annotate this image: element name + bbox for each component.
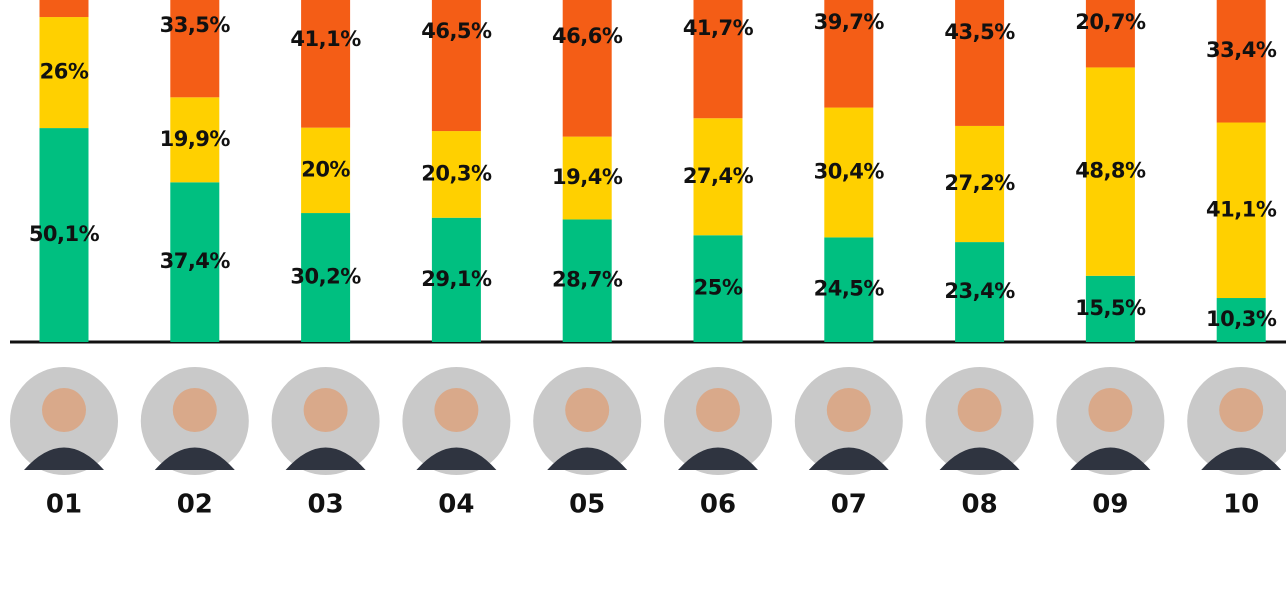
value-label: 46,5% <box>421 19 492 43</box>
value-label: 19,9% <box>160 127 231 151</box>
photo-head <box>565 388 610 432</box>
value-label: 46,6% <box>552 24 623 48</box>
category-label: 07 <box>831 490 867 520</box>
photo-body <box>939 447 1020 470</box>
category-label: 03 <box>308 490 344 520</box>
bar-segment <box>824 107 874 238</box>
bar-segment <box>301 213 351 342</box>
photo-head <box>696 388 740 432</box>
value-label: 39,7% <box>814 10 885 34</box>
value-label: 41,7% <box>683 16 754 40</box>
value-label: 25% <box>694 276 743 300</box>
bar-segment <box>693 235 743 342</box>
value-label: 50,1% <box>29 222 100 246</box>
photo-head <box>957 388 1002 432</box>
category-label: 10 <box>1223 490 1259 520</box>
value-label: 48,8% <box>1075 159 1146 183</box>
value-label: 23,4% <box>944 279 1015 303</box>
photo-head <box>42 388 86 432</box>
bar-segment <box>693 118 743 236</box>
bar-segment <box>1085 0 1135 68</box>
photo-body <box>1070 447 1151 470</box>
bar-segment <box>955 0 1005 126</box>
photo-body <box>678 447 758 470</box>
bar-segment <box>955 125 1005 243</box>
photo-head <box>1088 388 1133 432</box>
bar-segment <box>562 219 612 342</box>
bar-segment <box>170 0 220 98</box>
photo-head <box>1219 388 1264 432</box>
photo-body <box>547 447 628 470</box>
value-label: 10,3% <box>1206 307 1277 331</box>
bar-segment <box>1216 122 1266 299</box>
value-label: 41,1% <box>1206 197 1277 221</box>
value-label: 27,4% <box>683 164 754 188</box>
photo-body <box>416 447 497 470</box>
photo-body <box>154 447 235 470</box>
photo-body <box>808 447 889 470</box>
value-label: 19,4% <box>552 165 623 189</box>
value-label: 33,4% <box>1206 38 1277 62</box>
photo-head <box>172 388 217 432</box>
bar-segment <box>39 128 89 342</box>
value-label: 33,5% <box>160 13 231 37</box>
photo-head <box>434 388 479 432</box>
bar-segment <box>824 237 874 342</box>
photo-head <box>303 388 348 432</box>
photo-body <box>24 447 104 470</box>
bar-segment <box>170 97 220 183</box>
value-label: 20,3% <box>421 161 492 185</box>
value-label: 27,2% <box>944 171 1015 195</box>
category-label: 06 <box>700 490 736 520</box>
bar-segment <box>431 0 481 132</box>
photo-body <box>285 447 366 470</box>
bar-segment <box>301 127 351 214</box>
category-label: 09 <box>1092 490 1128 520</box>
photo-head <box>826 388 871 432</box>
bar-segment <box>301 0 351 128</box>
bar-segment <box>39 17 89 129</box>
value-label: 15,5% <box>1075 296 1146 320</box>
value-label: 24,5% <box>814 277 885 301</box>
category-label: 04 <box>438 490 474 520</box>
bar-segment <box>170 182 220 342</box>
bar-segment <box>693 0 743 119</box>
value-label: 20,7% <box>1075 10 1146 34</box>
category-label: 01 <box>46 490 82 520</box>
photo-body <box>1201 447 1282 470</box>
value-label: 30,2% <box>290 265 361 289</box>
bar-segment <box>562 0 612 137</box>
bar-segment <box>955 242 1005 342</box>
bar-segment <box>824 0 874 108</box>
category-label: 05 <box>569 490 605 520</box>
category-label: 02 <box>177 490 213 520</box>
bar-segment <box>562 136 612 220</box>
bar-segment <box>431 217 481 342</box>
value-label: 43,5% <box>944 20 1015 44</box>
bar-segment <box>1085 275 1135 342</box>
value-label: 41,1% <box>290 27 361 51</box>
bar-segment <box>1216 0 1266 123</box>
bar-segment <box>39 0 89 18</box>
value-label: 26% <box>40 60 89 84</box>
bar-segment <box>1085 67 1135 276</box>
value-label: 20% <box>301 157 350 181</box>
value-label: 28,7% <box>552 268 623 292</box>
value-label: 37,4% <box>160 249 231 273</box>
bar-segment <box>1216 298 1266 342</box>
bar-segment <box>431 131 481 218</box>
value-label: 29,1% <box>421 267 492 291</box>
value-label: 30,4% <box>814 159 885 183</box>
category-label: 08 <box>962 490 998 520</box>
